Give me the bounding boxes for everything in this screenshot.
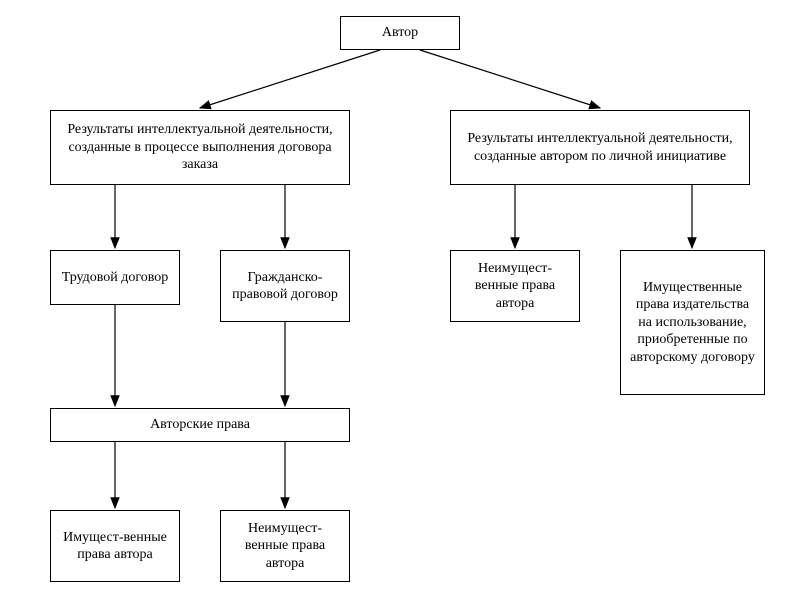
node-civil-contract: Гражданско-правовой договор xyxy=(220,250,350,322)
node-left-results: Результаты интеллектуальной деятельности… xyxy=(50,110,350,185)
node-property-rights-author: Имущест-венные права автора xyxy=(50,510,180,582)
node-root: Автор xyxy=(340,16,460,50)
node-authors-rights: Авторские права xyxy=(50,408,350,442)
node-right-results: Результаты интеллектуальной деятельности… xyxy=(450,110,750,185)
node-nonproperty-rights-author: Неимущест-венные права автора xyxy=(220,510,350,582)
node-employment-contract: Трудовой договор xyxy=(50,250,180,305)
node-nonproperty-rights: Неимущест-венные права автора xyxy=(450,250,580,322)
node-property-rights-publisher: Имущественные права издательства на испо… xyxy=(620,250,765,395)
